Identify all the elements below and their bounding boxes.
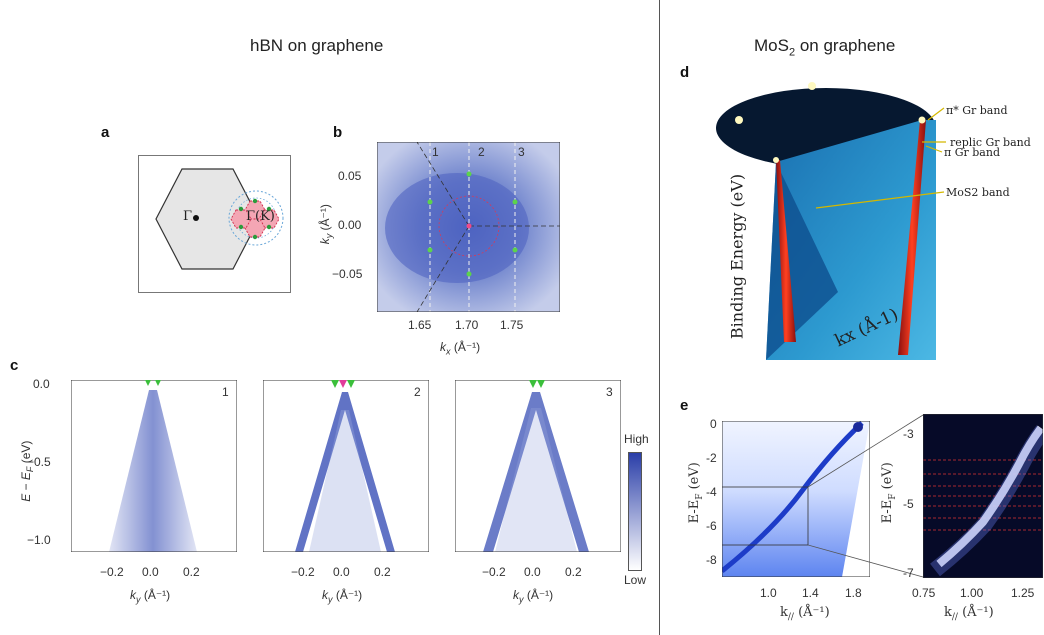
- panel-c-letter: c: [10, 357, 19, 374]
- b-ytick-2: 0.00: [338, 218, 362, 232]
- panel-e-right-zoom-spectrum: [923, 414, 1043, 578]
- panel-e-letter: e: [680, 397, 689, 414]
- zoom-connector: [808, 414, 924, 578]
- b-ylabel: ky (Å⁻¹): [317, 204, 335, 245]
- c-ytick-2: −0.5: [27, 455, 51, 469]
- c2-xtick-1: −0.2: [291, 565, 315, 579]
- colorbar: [628, 452, 642, 571]
- d-ylabel: Binding Energy (eV): [727, 173, 747, 340]
- b-xtick-2: 1.70: [455, 318, 479, 332]
- c2-xlabel: ky (Å⁻¹): [322, 588, 363, 605]
- c1-xtick-1: −0.2: [100, 565, 124, 579]
- b-ytick-1: 0.05: [338, 169, 362, 183]
- gamma-label: Γ: [183, 209, 193, 224]
- panel-b-constant-energy-map: [377, 142, 560, 312]
- cut-label-2: 2: [478, 145, 485, 159]
- e-right-xtick-3: 1.25: [1011, 586, 1035, 600]
- c2-xtick-3: 0.2: [374, 565, 391, 579]
- colorbar-high-label: High: [624, 432, 649, 446]
- c-ytick-3: −1.0: [27, 533, 51, 547]
- annotation-replic: replic Gr band: [950, 136, 1031, 149]
- e-left-ytick-5: -8: [706, 553, 717, 567]
- b-xlabel: kx (Å⁻¹): [440, 340, 481, 357]
- e-left-xtick-2: 1.4: [802, 586, 819, 600]
- cut-label-1: 1: [432, 145, 439, 159]
- e-right-ytick-2: -5: [903, 497, 914, 511]
- right-title: MoS2 on graphene: [754, 36, 896, 59]
- annotation-pi-star: π* Gr band: [946, 104, 1008, 117]
- panel-a-brillouin-zone: [138, 155, 291, 293]
- e-left-ytick-1: 0: [710, 417, 717, 431]
- e-left-ytick-2: -2: [706, 451, 717, 465]
- e-left-ytick-3: -4: [706, 485, 717, 499]
- c3-xtick-2: 0.0: [524, 565, 541, 579]
- e-left-ytick-4: -6: [706, 519, 717, 533]
- panel-a-letter: a: [101, 124, 110, 141]
- e-right-xtick-1: 0.75: [912, 586, 936, 600]
- c-subpanel-2: [263, 380, 429, 552]
- panel-e-left-spectrum: [722, 421, 870, 577]
- column-divider: [659, 0, 660, 635]
- e-left-ylabel: E-EF (eV): [687, 462, 705, 524]
- c2-xtick-2: 0.0: [333, 565, 350, 579]
- e-right-ylabel: E-EF (eV): [880, 462, 898, 524]
- e-right-ytick-3: -7: [903, 566, 914, 580]
- e-left-xtick-1: 1.0: [760, 586, 777, 600]
- panel-d-letter: d: [680, 64, 690, 81]
- panel-d-3d-arpes: [716, 82, 946, 360]
- c3-xtick-1: −0.2: [482, 565, 506, 579]
- k-point-label: Γ(K): [246, 209, 275, 224]
- c1-xlabel: ky (Å⁻¹): [130, 588, 171, 605]
- b-ytick-3: −0.05: [332, 267, 363, 281]
- c1-xtick-3: 0.2: [183, 565, 200, 579]
- c-ylabel: E − EF (eV): [18, 440, 36, 502]
- c1-xtick-2: 0.0: [142, 565, 159, 579]
- e-right-xlabel: k// (Å⁻¹): [944, 605, 994, 623]
- c-subpanel-1: [71, 380, 237, 552]
- c3-xtick-3: 0.2: [565, 565, 582, 579]
- c-sub-label-3: 3: [606, 385, 613, 399]
- c3-xlabel: ky (Å⁻¹): [513, 588, 554, 605]
- c-ytick-1: 0.0: [33, 377, 50, 391]
- cut-label-3: 3: [518, 145, 525, 159]
- c-sub-label-2: 2: [414, 385, 421, 399]
- panel-b-letter: b: [333, 124, 343, 141]
- c-sub-label-1: 1: [222, 385, 229, 399]
- b-xtick-3: 1.75: [500, 318, 524, 332]
- left-title: hBN on graphene: [250, 36, 384, 55]
- annotation-mos2: MoS2 band: [946, 186, 1010, 199]
- e-right-xtick-2: 1.00: [960, 586, 984, 600]
- b-xtick-1: 1.65: [408, 318, 432, 332]
- e-left-xtick-3: 1.8: [845, 586, 862, 600]
- colorbar-low-label: Low: [624, 573, 647, 587]
- e-left-xlabel: k// (Å⁻¹): [780, 605, 830, 623]
- annotation-pi: π Gr band: [944, 146, 1000, 159]
- e-right-ytick-1: -3: [903, 427, 914, 441]
- c-subpanel-3: [455, 380, 621, 552]
